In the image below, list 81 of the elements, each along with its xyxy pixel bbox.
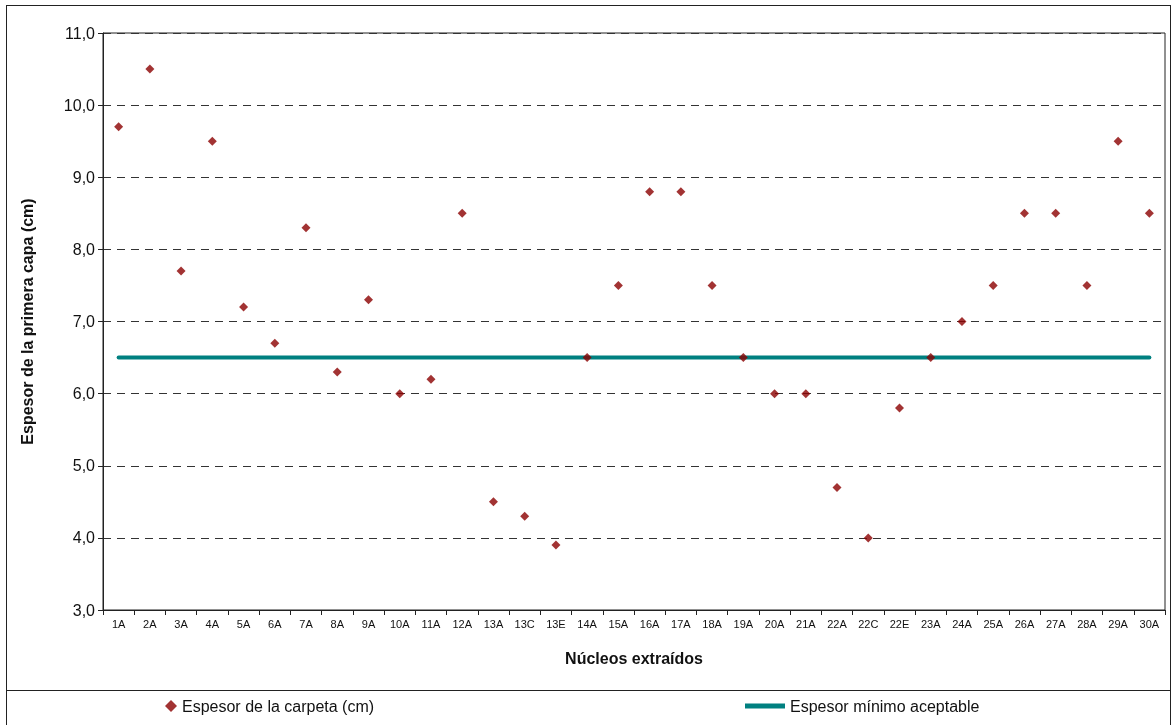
point	[1019, 208, 1029, 218]
point	[707, 280, 717, 290]
point	[551, 540, 561, 550]
x-tick-label: 16A	[639, 617, 661, 630]
y-tick-label: 3,0	[72, 601, 96, 619]
point	[770, 389, 780, 399]
point	[145, 64, 155, 74]
y-tick-label: 10,0	[63, 96, 96, 114]
y-tick-label: 9,0	[72, 168, 96, 186]
point	[239, 302, 249, 312]
point	[926, 353, 936, 363]
x-tick-label: 12A	[452, 617, 473, 630]
point	[1113, 136, 1123, 146]
x-tick-label: 4A	[205, 617, 220, 630]
point	[582, 353, 592, 363]
x-tick-label: 5A	[236, 617, 251, 630]
x-tick-label: 24A	[952, 617, 973, 630]
point	[114, 122, 124, 132]
x-tick-label: 2A	[143, 617, 158, 630]
point	[613, 280, 623, 290]
x-tick-label: 13A	[483, 617, 504, 630]
x-tick-label: 23A	[920, 617, 942, 630]
x-tick-label: 30A	[1139, 617, 1160, 630]
y-tick-label: 7,0	[72, 313, 96, 330]
point	[488, 497, 498, 507]
x-axis-title: Núcleos extraídos	[565, 649, 704, 667]
point	[801, 389, 811, 399]
y-axis-title: Espesor de la primera capa (cm)	[18, 198, 36, 445]
x-tick-label: 3A	[174, 617, 189, 630]
x-tick-label: 13C	[514, 617, 535, 630]
x-tick-label: 29A	[1108, 617, 1129, 630]
point	[1144, 208, 1154, 218]
point	[832, 482, 842, 492]
x-tick-label: 10A	[389, 617, 411, 630]
x-tick-label: 7A	[299, 617, 314, 630]
legend-label: Espesor mínimo aceptable	[790, 697, 980, 715]
point	[426, 374, 436, 384]
y-tick-label: 5,0	[72, 457, 96, 475]
x-tick-label: 27A	[1045, 617, 1067, 630]
point	[270, 338, 280, 348]
x-tick-label: 20A	[764, 617, 786, 630]
x-tick-label: 14A	[577, 617, 598, 630]
x-tick-label: 26A	[1014, 617, 1035, 630]
x-tick-label: 28A	[1077, 617, 1098, 630]
point	[176, 266, 186, 276]
x-tick-label: 13E	[546, 617, 566, 630]
point	[332, 367, 342, 377]
point	[207, 136, 217, 146]
x-tick-label: 15A	[608, 617, 629, 630]
point	[863, 533, 873, 543]
point	[645, 187, 655, 197]
point	[1051, 208, 1061, 218]
x-tick-label: 21A	[796, 617, 817, 630]
point	[457, 208, 467, 218]
point	[364, 295, 373, 305]
x-tick-label: 18A	[702, 617, 723, 630]
point	[957, 317, 967, 326]
x-tick-label: 22A	[827, 617, 848, 630]
point	[395, 389, 405, 399]
point	[895, 403, 904, 413]
x-tick-label: 22E	[889, 617, 910, 630]
x-tick-label: 9A	[361, 617, 376, 630]
x-tick-label: 19A	[733, 617, 754, 630]
x-tick-label: 1A	[111, 617, 126, 630]
x-tick-label: 11A	[421, 617, 442, 630]
y-tick-label: 11,0	[65, 24, 96, 42]
point	[738, 353, 748, 363]
x-tick-label: 25A	[983, 617, 1004, 630]
point	[520, 511, 530, 521]
point	[988, 280, 998, 290]
y-tick-label: 4,0	[72, 529, 96, 547]
legend-label: Espesor de la carpeta (cm)	[182, 697, 375, 715]
point	[301, 223, 311, 233]
x-tick-label: 8A	[330, 617, 345, 630]
y-tick-label: 6,0	[72, 385, 96, 403]
x-tick-label: 22C	[858, 617, 879, 630]
point	[1082, 280, 1092, 290]
x-tick-label: 17A	[671, 617, 692, 630]
point	[676, 187, 686, 197]
x-tick-label: 6A	[268, 617, 283, 630]
y-tick-label: 8,0	[72, 240, 96, 258]
